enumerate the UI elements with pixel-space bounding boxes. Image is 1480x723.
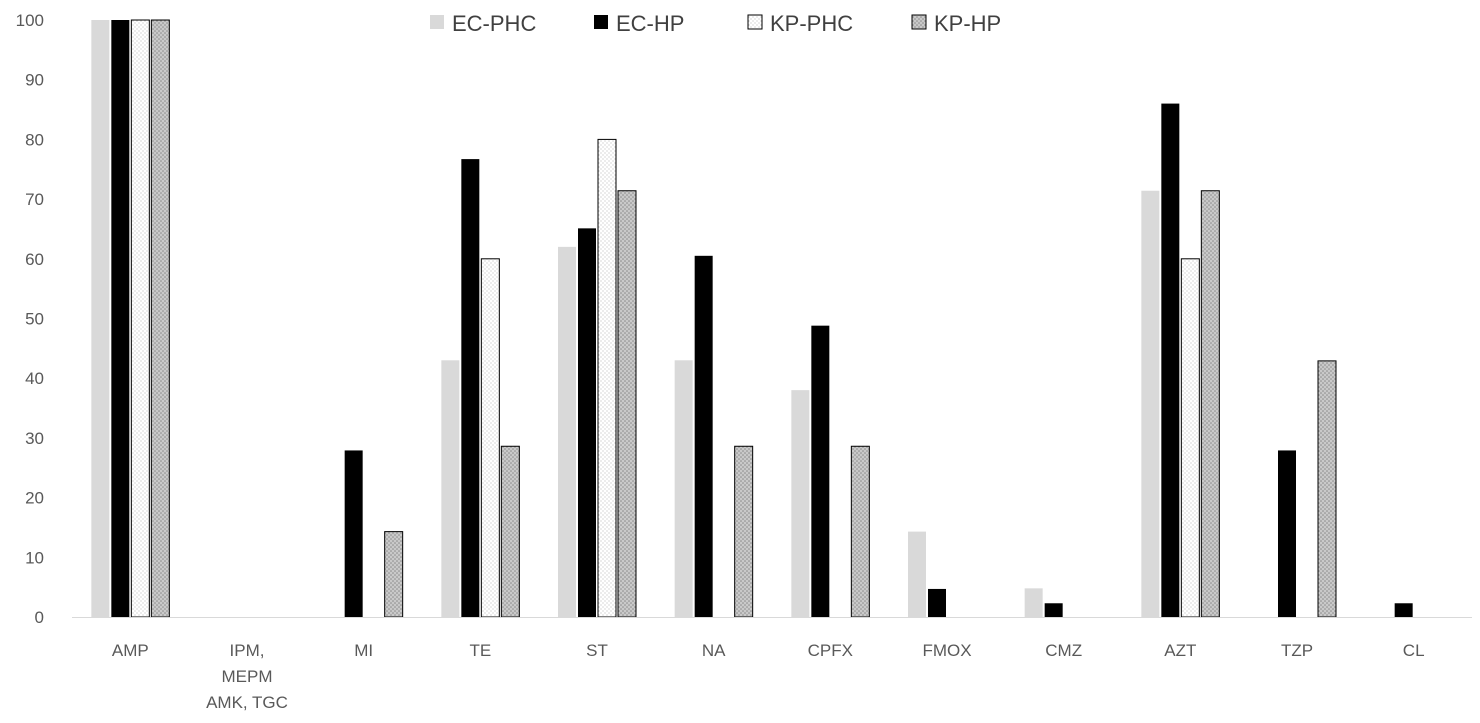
- legend-swatch: [911, 14, 927, 30]
- bar-kp-hp: [384, 531, 404, 618]
- legend-label: KP-PHC: [770, 11, 853, 36]
- x-category-label: AZT: [1164, 641, 1196, 660]
- y-tick-label: 20: [25, 489, 44, 508]
- legend-swatch: [594, 15, 608, 29]
- x-category-label: TE: [469, 641, 491, 660]
- bar-ec-phc: [441, 360, 460, 617]
- bar-ec-phc: [558, 246, 576, 618]
- bar-kp-hp: [734, 445, 754, 618]
- x-axis: AMP IPM, MEPM AMK, TGC MI TE ST NA CPFX FMOX CMZ AZ…: [72, 617, 1472, 712]
- bar-ec-hp: [111, 20, 130, 617]
- x-category-label: TZP: [1281, 641, 1313, 660]
- y-tick-label: 50: [25, 310, 44, 329]
- legend-label: EC-PHC: [452, 11, 536, 36]
- legend-label: EC-HP: [616, 11, 684, 36]
- x-category-label: IPM, MEPM AMK, TGC: [206, 641, 288, 712]
- bar-kp-hp: [1317, 360, 1337, 618]
- bars-group: [91, 19, 1413, 618]
- bar-ec-hp: [578, 228, 596, 617]
- bar-ec-phc: [791, 390, 810, 617]
- bar-kp-phc: [597, 138, 617, 618]
- bar-ec-hp: [694, 255, 713, 617]
- y-tick-label: 60: [25, 250, 44, 269]
- y-tick-label: 70: [25, 190, 44, 209]
- bar-ec-hp: [1394, 603, 1413, 617]
- x-category-label: CL: [1403, 641, 1425, 660]
- bar-kp-hp: [150, 19, 170, 618]
- x-category-label: FMOX: [922, 641, 971, 660]
- bar-ec-phc: [91, 20, 110, 617]
- x-category-label: CMZ: [1045, 641, 1082, 660]
- bar-kp-phc: [480, 258, 500, 618]
- bar-kp-phc: [130, 19, 150, 618]
- y-tick-label: 30: [25, 429, 44, 448]
- bar-ec-phc: [1141, 190, 1160, 617]
- x-category-label: AMP: [112, 641, 149, 660]
- bar-kp-hp: [1200, 190, 1220, 618]
- y-tick-label: 80: [25, 130, 44, 149]
- chart-legend: EC-PHC EC-HP KP-PHC KP-HP: [430, 11, 1001, 36]
- bar-ec-hp: [1044, 603, 1063, 617]
- y-tick-label: 40: [25, 369, 44, 388]
- x-category-label: NA: [702, 641, 726, 660]
- x-category-label: MI: [354, 641, 373, 660]
- bar-ec-phc: [1024, 588, 1043, 617]
- bar-ec-hp: [928, 588, 946, 617]
- y-tick-label: 100: [16, 11, 44, 30]
- bar-kp-hp: [617, 190, 637, 618]
- x-category-label: CPFX: [808, 641, 853, 660]
- bar-ec-phc: [674, 360, 693, 617]
- legend-swatch: [430, 15, 444, 29]
- y-tick-label: 0: [35, 608, 44, 627]
- y-tick-label: 90: [25, 71, 44, 90]
- bar-ec-hp: [461, 159, 480, 617]
- legend-label: KP-HP: [934, 11, 1001, 36]
- bar-kp-hp: [850, 445, 870, 618]
- bar-ec-hp: [344, 450, 363, 617]
- bar-kp-hp: [500, 445, 520, 618]
- bar-kp-phc: [1180, 258, 1200, 618]
- y-tick-label: 10: [25, 548, 44, 567]
- bar-ec-hp: [1278, 450, 1296, 617]
- bar-ec-hp: [1161, 103, 1180, 617]
- y-axis: 0 10 20 30 40 50 60 70 80 90 100: [16, 11, 44, 627]
- bar-ec-hp: [811, 325, 830, 617]
- bar-ec-phc: [908, 531, 926, 617]
- x-category-label: ST: [586, 641, 608, 660]
- legend-swatch: [747, 14, 763, 30]
